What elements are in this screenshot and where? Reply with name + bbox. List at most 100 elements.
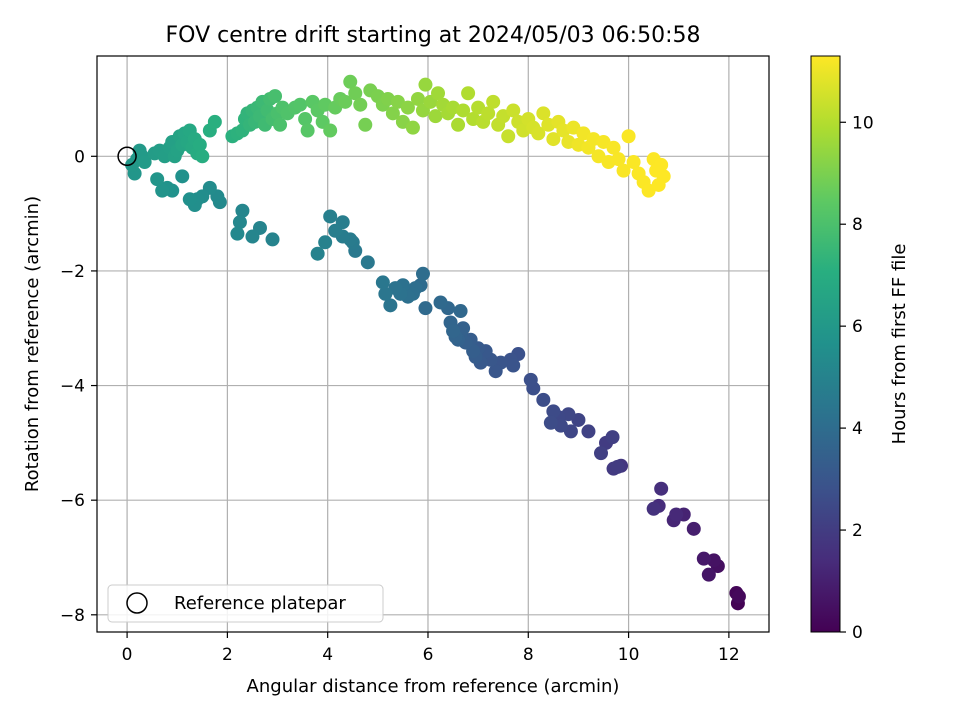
colorbar-tick-label: 8 bbox=[852, 215, 863, 235]
colorbar-tick-label: 4 bbox=[852, 419, 863, 439]
data-point bbox=[543, 415, 558, 430]
data-point bbox=[536, 392, 551, 407]
data-point bbox=[626, 155, 641, 170]
data-point bbox=[506, 358, 521, 373]
data-point bbox=[646, 501, 661, 516]
data-point bbox=[418, 77, 433, 92]
colorbar: 0 2 4 6 8 10 Hours from first FF file bbox=[810, 55, 910, 643]
data-point bbox=[486, 94, 501, 109]
colorbar-label: Hours from first FF file bbox=[889, 244, 910, 445]
x-tick-label: 2 bbox=[222, 645, 233, 665]
y-tick-label: −8 bbox=[60, 606, 85, 626]
data-point bbox=[273, 117, 288, 132]
data-point bbox=[360, 255, 375, 270]
data-point bbox=[481, 106, 496, 121]
data-point bbox=[293, 97, 308, 112]
reference-platepar-marker bbox=[117, 146, 137, 167]
data-point bbox=[323, 209, 338, 224]
data-point bbox=[488, 364, 503, 379]
x-axis-label: Angular distance from reference (arcmin) bbox=[247, 676, 620, 697]
data-point bbox=[546, 132, 561, 147]
y-tick-label: 0 bbox=[74, 147, 85, 167]
data-point bbox=[611, 152, 626, 167]
data-point bbox=[353, 97, 368, 112]
data-point bbox=[446, 324, 461, 339]
y-tick-label: −4 bbox=[60, 377, 85, 397]
data-point bbox=[405, 120, 420, 135]
y-tick-label: −2 bbox=[60, 262, 85, 282]
data-point bbox=[155, 183, 170, 198]
data-point bbox=[506, 103, 521, 118]
data-point bbox=[594, 446, 608, 461]
data-point bbox=[375, 275, 390, 290]
data-point bbox=[192, 137, 207, 152]
data-point bbox=[383, 298, 398, 313]
data-point bbox=[433, 295, 448, 310]
legend-label-reference: Reference platepar bbox=[174, 593, 346, 614]
data-point bbox=[431, 86, 446, 101]
data-point bbox=[207, 114, 222, 129]
data-point bbox=[616, 163, 631, 178]
data-point bbox=[328, 223, 343, 238]
data-point bbox=[546, 404, 561, 419]
legend: Reference platepar bbox=[107, 584, 384, 623]
data-point bbox=[232, 215, 247, 230]
data-point bbox=[195, 149, 210, 164]
x-tick-label: 6 bbox=[423, 645, 434, 665]
data-point bbox=[410, 91, 425, 106]
scatter-points bbox=[117, 74, 746, 611]
data-point bbox=[531, 126, 546, 141]
x-axis-ticks: 0 2 4 6 8 10 12 bbox=[122, 632, 740, 665]
colorbar-tick-label: 0 bbox=[852, 623, 863, 643]
data-point bbox=[400, 100, 415, 115]
data-point bbox=[230, 226, 245, 241]
data-point bbox=[451, 117, 466, 132]
data-point bbox=[415, 266, 430, 281]
data-point bbox=[150, 172, 165, 187]
data-point bbox=[348, 86, 363, 101]
data-point bbox=[621, 129, 636, 144]
data-point bbox=[265, 232, 280, 247]
data-point bbox=[610, 459, 625, 474]
data-point bbox=[669, 507, 684, 522]
data-point bbox=[731, 589, 746, 604]
data-point bbox=[605, 430, 620, 445]
data-point bbox=[175, 169, 190, 184]
legend-box bbox=[107, 584, 384, 623]
data-point bbox=[318, 235, 333, 250]
data-point bbox=[686, 521, 701, 536]
data-point bbox=[298, 112, 313, 127]
data-point bbox=[501, 129, 516, 144]
data-point bbox=[428, 109, 443, 124]
data-point bbox=[338, 94, 353, 109]
data-point bbox=[310, 246, 325, 261]
data-point bbox=[654, 481, 669, 496]
data-point bbox=[536, 106, 551, 121]
chart-title: FOV centre drift starting at 2024/05/03 … bbox=[166, 23, 701, 48]
data-point bbox=[182, 192, 197, 207]
data-point bbox=[581, 424, 596, 439]
data-point bbox=[523, 372, 538, 387]
colorbar-ticks: 0 2 4 6 8 10 bbox=[840, 113, 874, 643]
data-point bbox=[235, 203, 250, 218]
data-point bbox=[654, 157, 669, 172]
data-point bbox=[453, 304, 468, 319]
data-point bbox=[343, 74, 358, 89]
data-point bbox=[701, 567, 716, 582]
colorbar-tick-label: 10 bbox=[852, 113, 874, 133]
data-point bbox=[268, 89, 283, 104]
y-axis-ticks: −8 −6 −4 −2 0 bbox=[60, 147, 97, 626]
data-point bbox=[461, 86, 476, 101]
y-tick-label: −6 bbox=[60, 491, 85, 511]
data-point bbox=[378, 286, 393, 301]
data-point bbox=[385, 106, 400, 121]
colorbar-tick-label: 6 bbox=[852, 317, 863, 337]
colorbar-gradient bbox=[810, 55, 841, 633]
x-tick-label: 0 bbox=[122, 645, 133, 665]
plot-frame bbox=[96, 55, 770, 633]
x-tick-label: 8 bbox=[523, 645, 534, 665]
data-point bbox=[245, 229, 260, 244]
x-tick-label: 10 bbox=[618, 645, 640, 665]
legend-marker-reference bbox=[126, 592, 148, 614]
